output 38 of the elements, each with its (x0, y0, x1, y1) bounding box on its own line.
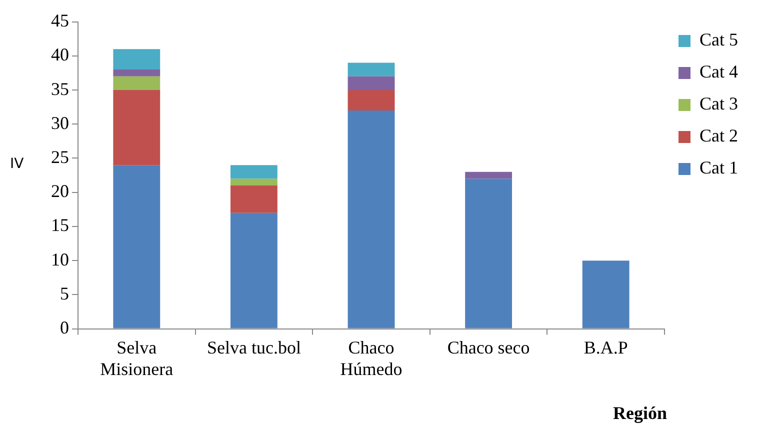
y-tick-label: 25 (51, 146, 69, 167)
y-tick-label: 5 (60, 283, 69, 304)
y-tick-label: 45 (51, 10, 69, 31)
bar (582, 260, 630, 328)
bar (230, 212, 278, 328)
x-tick-label: Chaco Húmedo (340, 337, 402, 379)
bar (230, 165, 278, 179)
y-tick-label: 40 (51, 44, 69, 65)
legend-label: Cat 4 (700, 62, 738, 82)
y-tick-label: 35 (51, 78, 69, 99)
bar (113, 90, 160, 166)
legend-label: Cat 2 (700, 126, 738, 146)
y-tick-label: 20 (51, 181, 69, 202)
y-tick-label: 10 (51, 249, 69, 270)
bar (113, 76, 160, 90)
bar (113, 70, 160, 76)
bar (230, 178, 278, 186)
y-axis-title: IV (10, 156, 24, 172)
bar (113, 165, 160, 328)
legend-label: Cat 3 (700, 94, 738, 114)
y-tick-label: 30 (51, 112, 69, 133)
x-tick-label: Selva tuc.bol (206, 337, 301, 358)
bar (348, 90, 395, 110)
x-tick-label: Chaco seco (447, 337, 530, 358)
legend-label: Cat 1 (700, 158, 738, 178)
y-tick-label: 0 (60, 318, 69, 338)
bar (230, 186, 278, 213)
bar (465, 178, 512, 328)
legend-label: Cat 5 (700, 30, 738, 50)
x-tick-label: Selva Misionera (100, 337, 174, 379)
bar (348, 110, 395, 328)
y-tick-label: 15 (51, 215, 69, 236)
bar (465, 172, 512, 179)
x-tick-label: B.A.P (584, 337, 628, 358)
bar (348, 76, 395, 90)
bar (348, 62, 395, 76)
bar (113, 49, 160, 70)
x-axis-title: Región (613, 403, 667, 424)
